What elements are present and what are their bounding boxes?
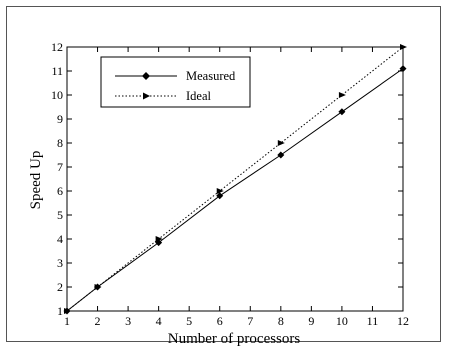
- axes: [66, 46, 404, 312]
- y-axis-label: Speed Up: [28, 151, 44, 210]
- x-tick-label: 3: [125, 314, 131, 328]
- x-tick-label: 2: [95, 314, 101, 328]
- legend-ideal-marker: [143, 92, 150, 100]
- legend-ideal-label: Ideal: [186, 89, 212, 103]
- y-tick-label: 11: [51, 64, 63, 78]
- x-tick-label: 1: [64, 314, 70, 328]
- data-point-ideal: [94, 284, 102, 290]
- y-tick-label: 4: [57, 232, 63, 246]
- data-point-measured: [277, 151, 285, 159]
- y-tick-label: 10: [51, 88, 63, 102]
- data-point-ideal: [216, 188, 224, 194]
- data-point-ideal: [277, 140, 285, 146]
- x-tick-label: 4: [156, 314, 162, 328]
- series-layer: [63, 44, 407, 315]
- data-point-measured: [338, 108, 346, 116]
- x-tick-label: 6: [217, 314, 223, 328]
- data-point-ideal: [155, 236, 163, 242]
- legend-box: [100, 56, 251, 108]
- data-point-measured: [216, 192, 224, 200]
- x-tick-label: 9: [308, 314, 314, 328]
- data-point-measured: [399, 65, 407, 73]
- y-tick-label: 5: [57, 208, 63, 222]
- x-tick-label: 7: [247, 314, 253, 328]
- data-point-ideal: [338, 92, 346, 98]
- data-point-ideal: [64, 308, 71, 314]
- y-tick-label: 2: [57, 280, 63, 294]
- x-tick-label: 8: [278, 314, 284, 328]
- y-tick-label: 7: [57, 160, 63, 174]
- x-tick-label: 10: [336, 314, 348, 328]
- y-tick-label: 9: [57, 112, 63, 126]
- x-tick-label: 11: [367, 314, 379, 328]
- y-tick-label: 3: [57, 256, 63, 270]
- y-tick-label: 12: [51, 40, 63, 54]
- x-tick-label: 12: [397, 314, 409, 328]
- x-tick-label: 5: [186, 314, 192, 328]
- y-tick-label: 6: [57, 184, 63, 198]
- y-tick-label: 8: [57, 136, 63, 150]
- legend: Measured Ideal: [100, 56, 251, 108]
- legend-measured-label: Measured: [186, 69, 236, 83]
- legend-measured-marker: [142, 72, 150, 80]
- data-point-ideal: [400, 44, 407, 50]
- y-tick-label: 1: [57, 304, 63, 318]
- x-axis-label: Number of processors: [168, 331, 301, 347]
- plot-area-border: [66, 46, 404, 312]
